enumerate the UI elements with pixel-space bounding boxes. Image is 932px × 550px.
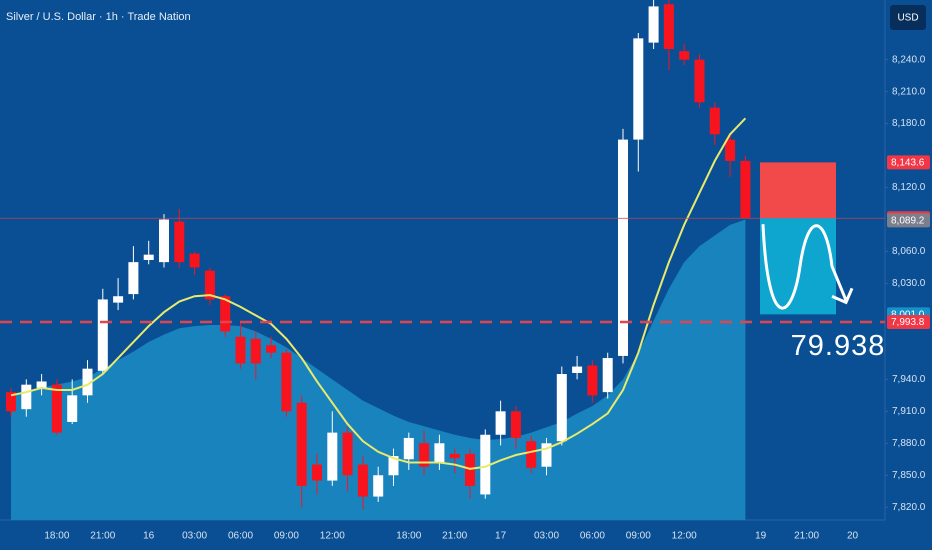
price-label: 8,089.2 — [891, 216, 925, 227]
candle-body — [128, 262, 139, 295]
candle-body — [373, 475, 384, 497]
candle-body — [709, 107, 720, 135]
y-tick-label: 8,180.0 — [892, 118, 926, 129]
x-tick-label: 12:00 — [320, 531, 345, 542]
x-tick-label: 09:00 — [626, 531, 651, 542]
candle-body — [312, 464, 322, 481]
y-tick-label: 7,820.0 — [892, 502, 926, 513]
x-tick-label: 17 — [495, 531, 507, 542]
x-tick-label: 16 — [143, 531, 155, 542]
candle-body — [510, 411, 521, 438]
candle-body — [67, 395, 78, 422]
candle-body — [82, 368, 93, 396]
x-tick-label: 12:00 — [672, 531, 697, 542]
candle-body — [174, 221, 185, 263]
candle-body — [266, 345, 277, 353]
candle-body — [143, 254, 154, 260]
candle-body — [21, 384, 32, 410]
candle-body — [679, 51, 690, 60]
y-tick-label: 8,210.0 — [892, 86, 926, 97]
annotation: 79.938 — [791, 330, 886, 362]
candle-body — [388, 456, 399, 476]
candle-body — [572, 366, 583, 373]
candle-body — [465, 453, 475, 486]
candle-body — [419, 443, 430, 467]
y-tick-label: 8,120.0 — [892, 182, 926, 193]
x-tick-label: 18:00 — [44, 531, 69, 542]
price-label-bg — [887, 155, 930, 170]
price-label: 8,001.0 — [891, 309, 925, 320]
candle-body — [113, 296, 124, 303]
candle-body — [220, 296, 231, 332]
candle-body — [296, 402, 307, 486]
candle-body — [541, 443, 552, 467]
x-tick-label: 20 — [847, 531, 859, 542]
candle-body — [434, 443, 445, 463]
currency-button[interactable] — [890, 5, 926, 30]
candle-body — [97, 299, 108, 371]
candle-body — [189, 253, 200, 268]
x-tick-label: 03:00 — [534, 531, 559, 542]
projection-arrowhead — [831, 287, 854, 305]
projection-curve — [761, 224, 848, 310]
candle-body — [602, 358, 613, 393]
x-tick-label: 03:00 — [182, 531, 207, 542]
candle-body — [648, 6, 659, 43]
stop-zone — [760, 162, 836, 219]
candle-body — [618, 139, 628, 356]
currency-label: USD — [897, 13, 918, 24]
x-tick-label: 06:00 — [228, 531, 253, 542]
candle-body — [556, 374, 567, 442]
candle-body — [250, 338, 261, 364]
y-tick-label: 7,940.0 — [892, 374, 926, 385]
y-tick-label: 7,880.0 — [892, 438, 926, 449]
x-tick-label: 09:00 — [274, 531, 299, 542]
candle-body — [36, 381, 47, 388]
x-tick-label: 18:00 — [396, 531, 421, 542]
candle-body — [281, 352, 292, 412]
price-label-bg — [887, 315, 930, 330]
price-label: 7,993.8 — [891, 317, 925, 328]
y-tick-label: 7,910.0 — [892, 406, 926, 417]
candle-body — [725, 139, 736, 161]
candle-body — [740, 160, 751, 219]
candle-body — [357, 464, 368, 497]
candle-body — [159, 219, 169, 263]
candle-body — [663, 4, 674, 50]
candle-body — [342, 432, 353, 476]
x-tick-label: 19 — [755, 531, 767, 542]
candle-body — [526, 441, 537, 468]
x-tick-label: 21:00 — [90, 531, 115, 542]
candle-body — [587, 365, 598, 396]
candle-body — [495, 411, 506, 435]
y-tick-label: 8,030.0 — [892, 278, 926, 289]
candle-body — [694, 59, 705, 103]
candle-body — [51, 384, 62, 433]
price-label-bg — [887, 213, 930, 228]
x-tick-label: 06:00 — [580, 531, 605, 542]
price-label: 8,143.6 — [891, 158, 925, 169]
moving-average — [10, 117, 747, 470]
y-tick-label: 7,850.0 — [892, 470, 926, 481]
y-tick-label: 8,060.0 — [892, 246, 926, 257]
y-tick-label: 8,240.0 — [892, 54, 926, 65]
chart-title: Silver / U.S. Dollar · 1h · Trade Nation — [6, 11, 191, 23]
candle-body — [204, 270, 215, 300]
candle-body — [633, 38, 644, 140]
candle-body — [403, 437, 414, 460]
candle-body — [480, 434, 491, 495]
candle-body — [235, 336, 246, 364]
x-tick-label: 21:00 — [794, 531, 819, 542]
candle-body — [449, 453, 460, 459]
x-tick-label: 21:00 — [442, 531, 467, 542]
candle-body — [327, 432, 338, 481]
candle-body — [6, 392, 16, 412]
